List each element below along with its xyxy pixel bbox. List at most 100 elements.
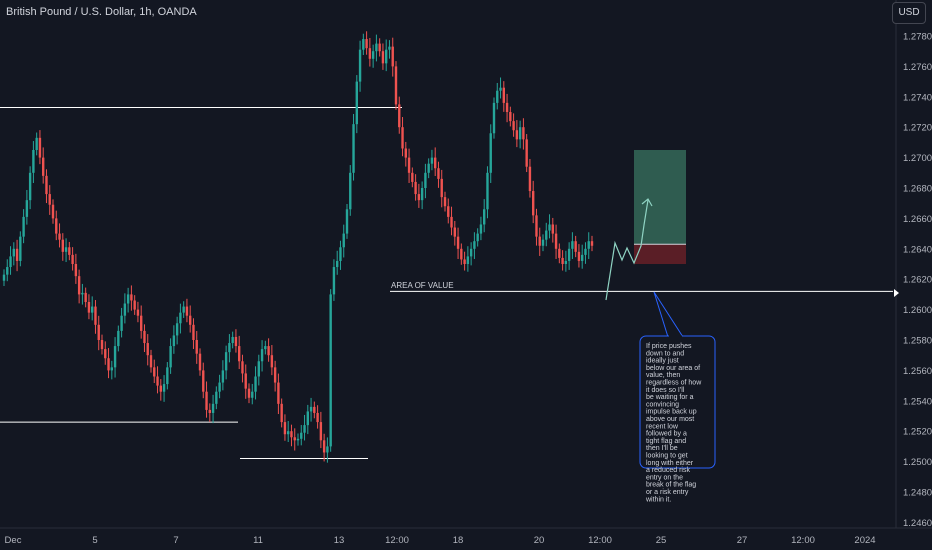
annotation-line: it does so I'll [646, 387, 685, 394]
candle-body [496, 90, 499, 103]
candle-body [466, 256, 470, 264]
candle-body [509, 112, 512, 122]
candle-body [473, 241, 476, 249]
annotation-line: below our area of [646, 365, 700, 372]
candle-body [81, 292, 84, 295]
stop-zone[interactable] [634, 244, 686, 264]
candle-body [19, 236, 22, 261]
currency-button[interactable]: USD [892, 2, 926, 24]
candle-body [159, 385, 162, 392]
last-price-arrow-icon [894, 289, 899, 297]
candle-body [133, 300, 136, 310]
candle-body [326, 446, 329, 453]
candle-body [434, 157, 437, 169]
candle-body [486, 172, 489, 210]
time-axis[interactable]: Dec 5 7 11 13 12:00 18 20 12:00 25 27 12:00 2024 [5, 535, 876, 546]
projected-price-path [605, 199, 649, 301]
candle-body [192, 324, 195, 340]
candle-body [221, 370, 225, 383]
candle-body [211, 403, 215, 413]
time-tick-label: 2024 [854, 535, 875, 546]
annotation-line: recent low [646, 423, 679, 430]
price-tick-label: 1.26400 [903, 244, 932, 255]
candle-body [564, 260, 568, 264]
candle-body [182, 306, 185, 313]
candle-body [283, 422, 287, 435]
candle-body [113, 346, 117, 368]
candle-body [71, 254, 74, 264]
candle-body [349, 172, 352, 210]
candle-body [368, 48, 372, 59]
candle-body [352, 124, 355, 173]
time-tick-label: 12:00 [588, 535, 612, 546]
annotation-line: impulse back up [646, 409, 697, 416]
candle-body [322, 440, 326, 453]
price-tick-label: 1.24800 [903, 488, 932, 499]
price-tick-label: 1.27000 [903, 153, 932, 164]
price-tick-label: 1.25400 [903, 396, 932, 407]
candle-body [185, 306, 189, 316]
candle-body [94, 306, 97, 325]
candle-body [231, 336, 234, 344]
candle-body [450, 216, 453, 228]
candle-body [551, 224, 554, 234]
time-tick-label: 5 [92, 535, 97, 546]
candle-body [77, 276, 81, 295]
candle-body [38, 137, 42, 158]
projection-path [605, 198, 653, 301]
candle-body [309, 406, 313, 412]
candle-body [104, 349, 107, 359]
candle-body [12, 248, 15, 257]
candle-body [404, 148, 407, 158]
annotation-line: tight flag and [646, 438, 686, 445]
candle-body [51, 204, 55, 219]
candle-body [189, 315, 192, 325]
candle-body [126, 294, 130, 304]
annotation-callout[interactable]: If price pushes down to and ideally just be… [639, 291, 716, 503]
candle-body [518, 127, 522, 140]
candle-body [532, 191, 535, 216]
candle-body [149, 355, 153, 368]
price-tick-label: 1.25600 [903, 366, 932, 377]
candle-body [440, 178, 443, 198]
time-tick-label: 7 [173, 535, 178, 546]
annotation-line: long with either [646, 460, 694, 467]
candle-body [156, 376, 159, 386]
candle-body [378, 43, 381, 52]
candle-body [492, 102, 496, 134]
candle-body [427, 163, 430, 173]
candle-body [296, 438, 300, 441]
candle-body [146, 343, 149, 356]
candle-body [25, 200, 29, 217]
candle-body [316, 412, 319, 423]
price-axis[interactable]: 1.27800 1.27600 1.27400 1.27200 1.27000 1.268… [903, 32, 932, 529]
candle-body [22, 216, 25, 237]
annotation-line: down to and [646, 350, 684, 357]
candle-body [345, 209, 349, 234]
target-zone[interactable] [634, 150, 686, 245]
candle-body [391, 46, 394, 67]
price-tick-label: 1.25800 [903, 336, 932, 347]
candle-body [385, 49, 388, 64]
candle-body [205, 391, 208, 410]
candle-body [453, 227, 456, 237]
candle-body [61, 239, 64, 252]
time-tick-label: 25 [656, 535, 667, 546]
candle-body [541, 239, 545, 246]
annotation-line: regardless of how [646, 380, 702, 387]
candle-body [443, 197, 447, 207]
candle-body [270, 355, 274, 368]
candle-body [58, 233, 61, 240]
annotation-line: above our most [646, 416, 694, 423]
candle-body [306, 411, 309, 426]
candle-body [15, 248, 19, 261]
time-tick-label: Dec [5, 535, 22, 546]
candle-body [169, 346, 172, 368]
candle-body [303, 425, 306, 433]
candle-body [522, 127, 525, 140]
candle-body [476, 233, 479, 242]
candle-body [234, 336, 238, 347]
candle-body [590, 241, 594, 246]
